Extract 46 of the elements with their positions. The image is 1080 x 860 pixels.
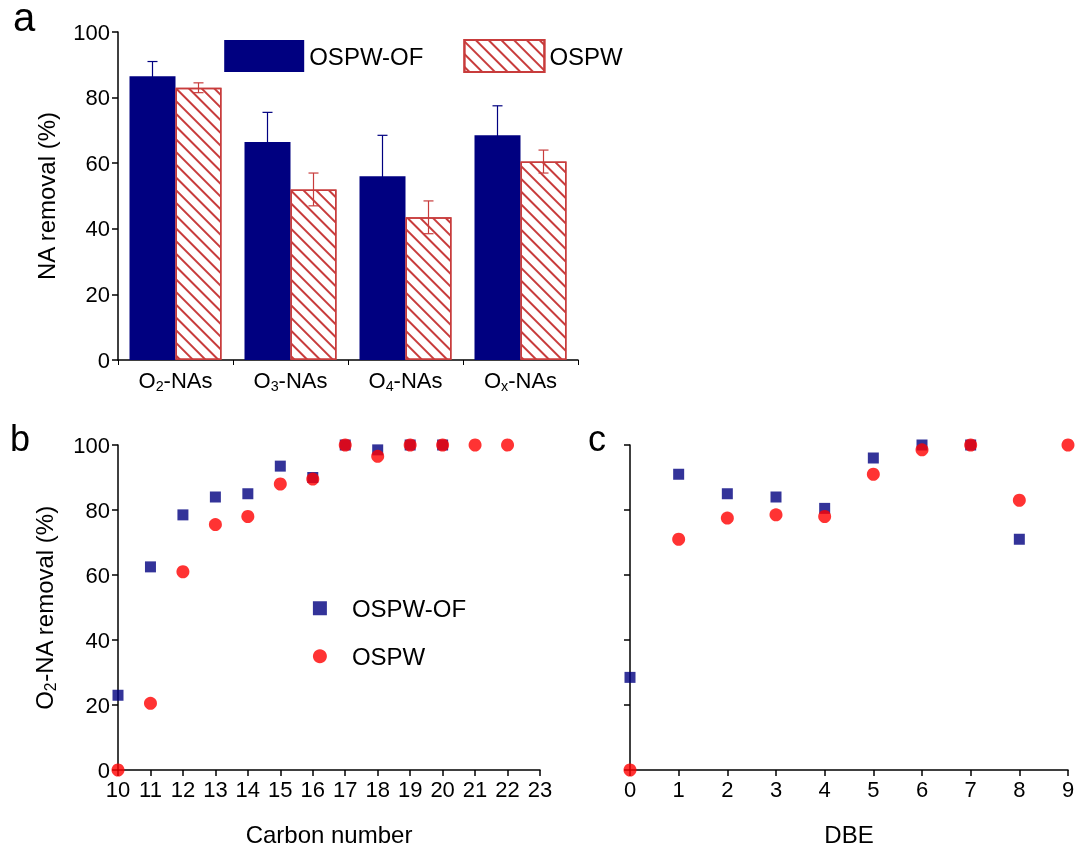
legend-label: OSPW [549, 42, 624, 70]
y-tick-label: 60 [85, 150, 110, 176]
x-tick-label: 1 [672, 776, 685, 802]
y-axis-title: NA removal (%) [32, 111, 60, 281]
chart-title: b [10, 417, 31, 459]
x-tick-label: 4 [818, 776, 831, 802]
x-tick-label: 5 [867, 776, 880, 802]
x-tick-label: 16 [300, 776, 326, 802]
chart-title: c [588, 417, 606, 459]
x-tick-label: 17 [332, 776, 358, 802]
y-tick-label: 80 [85, 85, 110, 111]
x-tick-label: 20 [430, 776, 455, 802]
x-tick-label: 11 [139, 776, 162, 802]
x-tick-label: 6 [915, 776, 929, 802]
x-axis-title: Carbon number [245, 820, 413, 848]
chart-title: a [13, 0, 36, 39]
x-tick-label: 12 [170, 776, 196, 802]
y-tick-label: 100 [73, 19, 110, 45]
y-tick-label: 40 [85, 627, 110, 653]
y-tick-label: 20 [85, 281, 110, 307]
x-tick-label: 21 [462, 776, 488, 802]
x-tick-label: 23 [527, 776, 553, 802]
y-tick-label: 80 [85, 497, 110, 523]
x-tick-label: 18 [365, 776, 390, 802]
x-tick-label: 9 [1061, 776, 1075, 802]
x-tick-label: 14 [235, 776, 261, 802]
y-tick-label: 100 [73, 432, 110, 458]
y-axis-title: O2-NA removal (%) [30, 505, 59, 710]
legend-label: OSPW [351, 642, 426, 670]
x-tick-label: 13 [203, 776, 228, 802]
x-tick-label: 2 [721, 776, 734, 802]
y-tick-label: 40 [85, 216, 110, 242]
legend-label: OSPW-OF [351, 594, 467, 622]
x-tick-label: 7 [964, 776, 977, 802]
legend-label: OSPW-OF [309, 42, 424, 70]
x-tick-label: 15 [268, 776, 293, 802]
x-tick-label: 19 [397, 776, 423, 802]
y-tick-label: 60 [85, 562, 110, 588]
y-tick-label: 0 [97, 347, 110, 373]
x-tick-label: 0 [623, 776, 637, 802]
x-axis-title: DBE [824, 820, 874, 848]
y-tick-label: 20 [85, 692, 110, 718]
x-tick-label: 3 [769, 776, 783, 802]
x-tick-label: 8 [1013, 776, 1026, 802]
y-tick-label: 0 [97, 757, 110, 783]
x-tick-label: 22 [495, 776, 520, 802]
